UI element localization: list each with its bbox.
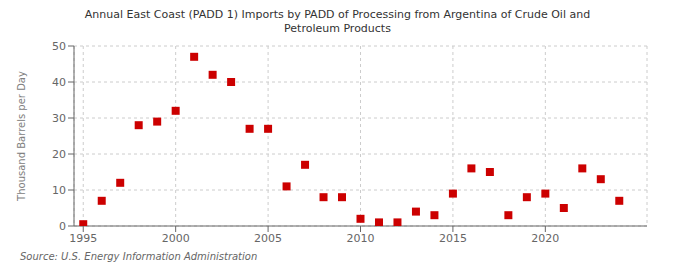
svg-text:2020: 2020	[531, 232, 559, 245]
svg-text:2015: 2015	[439, 232, 467, 245]
svg-text:2000: 2000	[162, 232, 190, 245]
svg-text:50: 50	[52, 40, 66, 53]
html-text:Source: U.S. Energy Informatio: Source: U.S. Energy Information Administ…	[20, 251, 258, 262]
svg-text:1995: 1995	[69, 232, 97, 245]
svg-text:40: 40	[52, 76, 66, 89]
svg-text:20: 20	[52, 148, 66, 161]
svg-text:10: 10	[52, 184, 66, 197]
html-text:Petroleum Products: Petroleum Products	[284, 22, 391, 35]
html-text:Annual East Coast (PADD 1) Imp: Annual East Coast (PADD 1) Imports by PA…	[84, 8, 591, 21]
svg-text:0: 0	[59, 220, 66, 233]
svg-text:Thousand Barrels per Day: Thousand Barrels per Day	[16, 71, 27, 202]
svg-text:2005: 2005	[254, 232, 282, 245]
svg-text:30: 30	[52, 112, 66, 125]
svg-text:2010: 2010	[347, 232, 375, 245]
